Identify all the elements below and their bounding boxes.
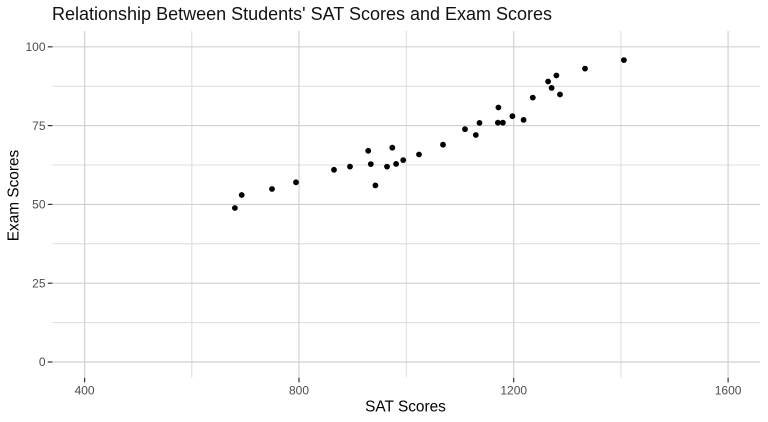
svg-text:Exam Scores: Exam Scores — [6, 149, 23, 241]
svg-text:1600: 1600 — [715, 384, 742, 398]
svg-text:Relationship Between Students': Relationship Between Students' SAT Score… — [52, 4, 552, 24]
svg-text:100: 100 — [25, 40, 45, 54]
svg-text:0: 0 — [39, 355, 46, 369]
svg-text:400: 400 — [75, 384, 95, 398]
svg-text:1200: 1200 — [500, 384, 527, 398]
svg-text:50: 50 — [32, 198, 46, 212]
svg-text:75: 75 — [32, 119, 46, 133]
svg-text:800: 800 — [289, 384, 309, 398]
svg-text:SAT Scores: SAT Scores — [365, 399, 446, 416]
svg-text:25: 25 — [32, 276, 46, 290]
